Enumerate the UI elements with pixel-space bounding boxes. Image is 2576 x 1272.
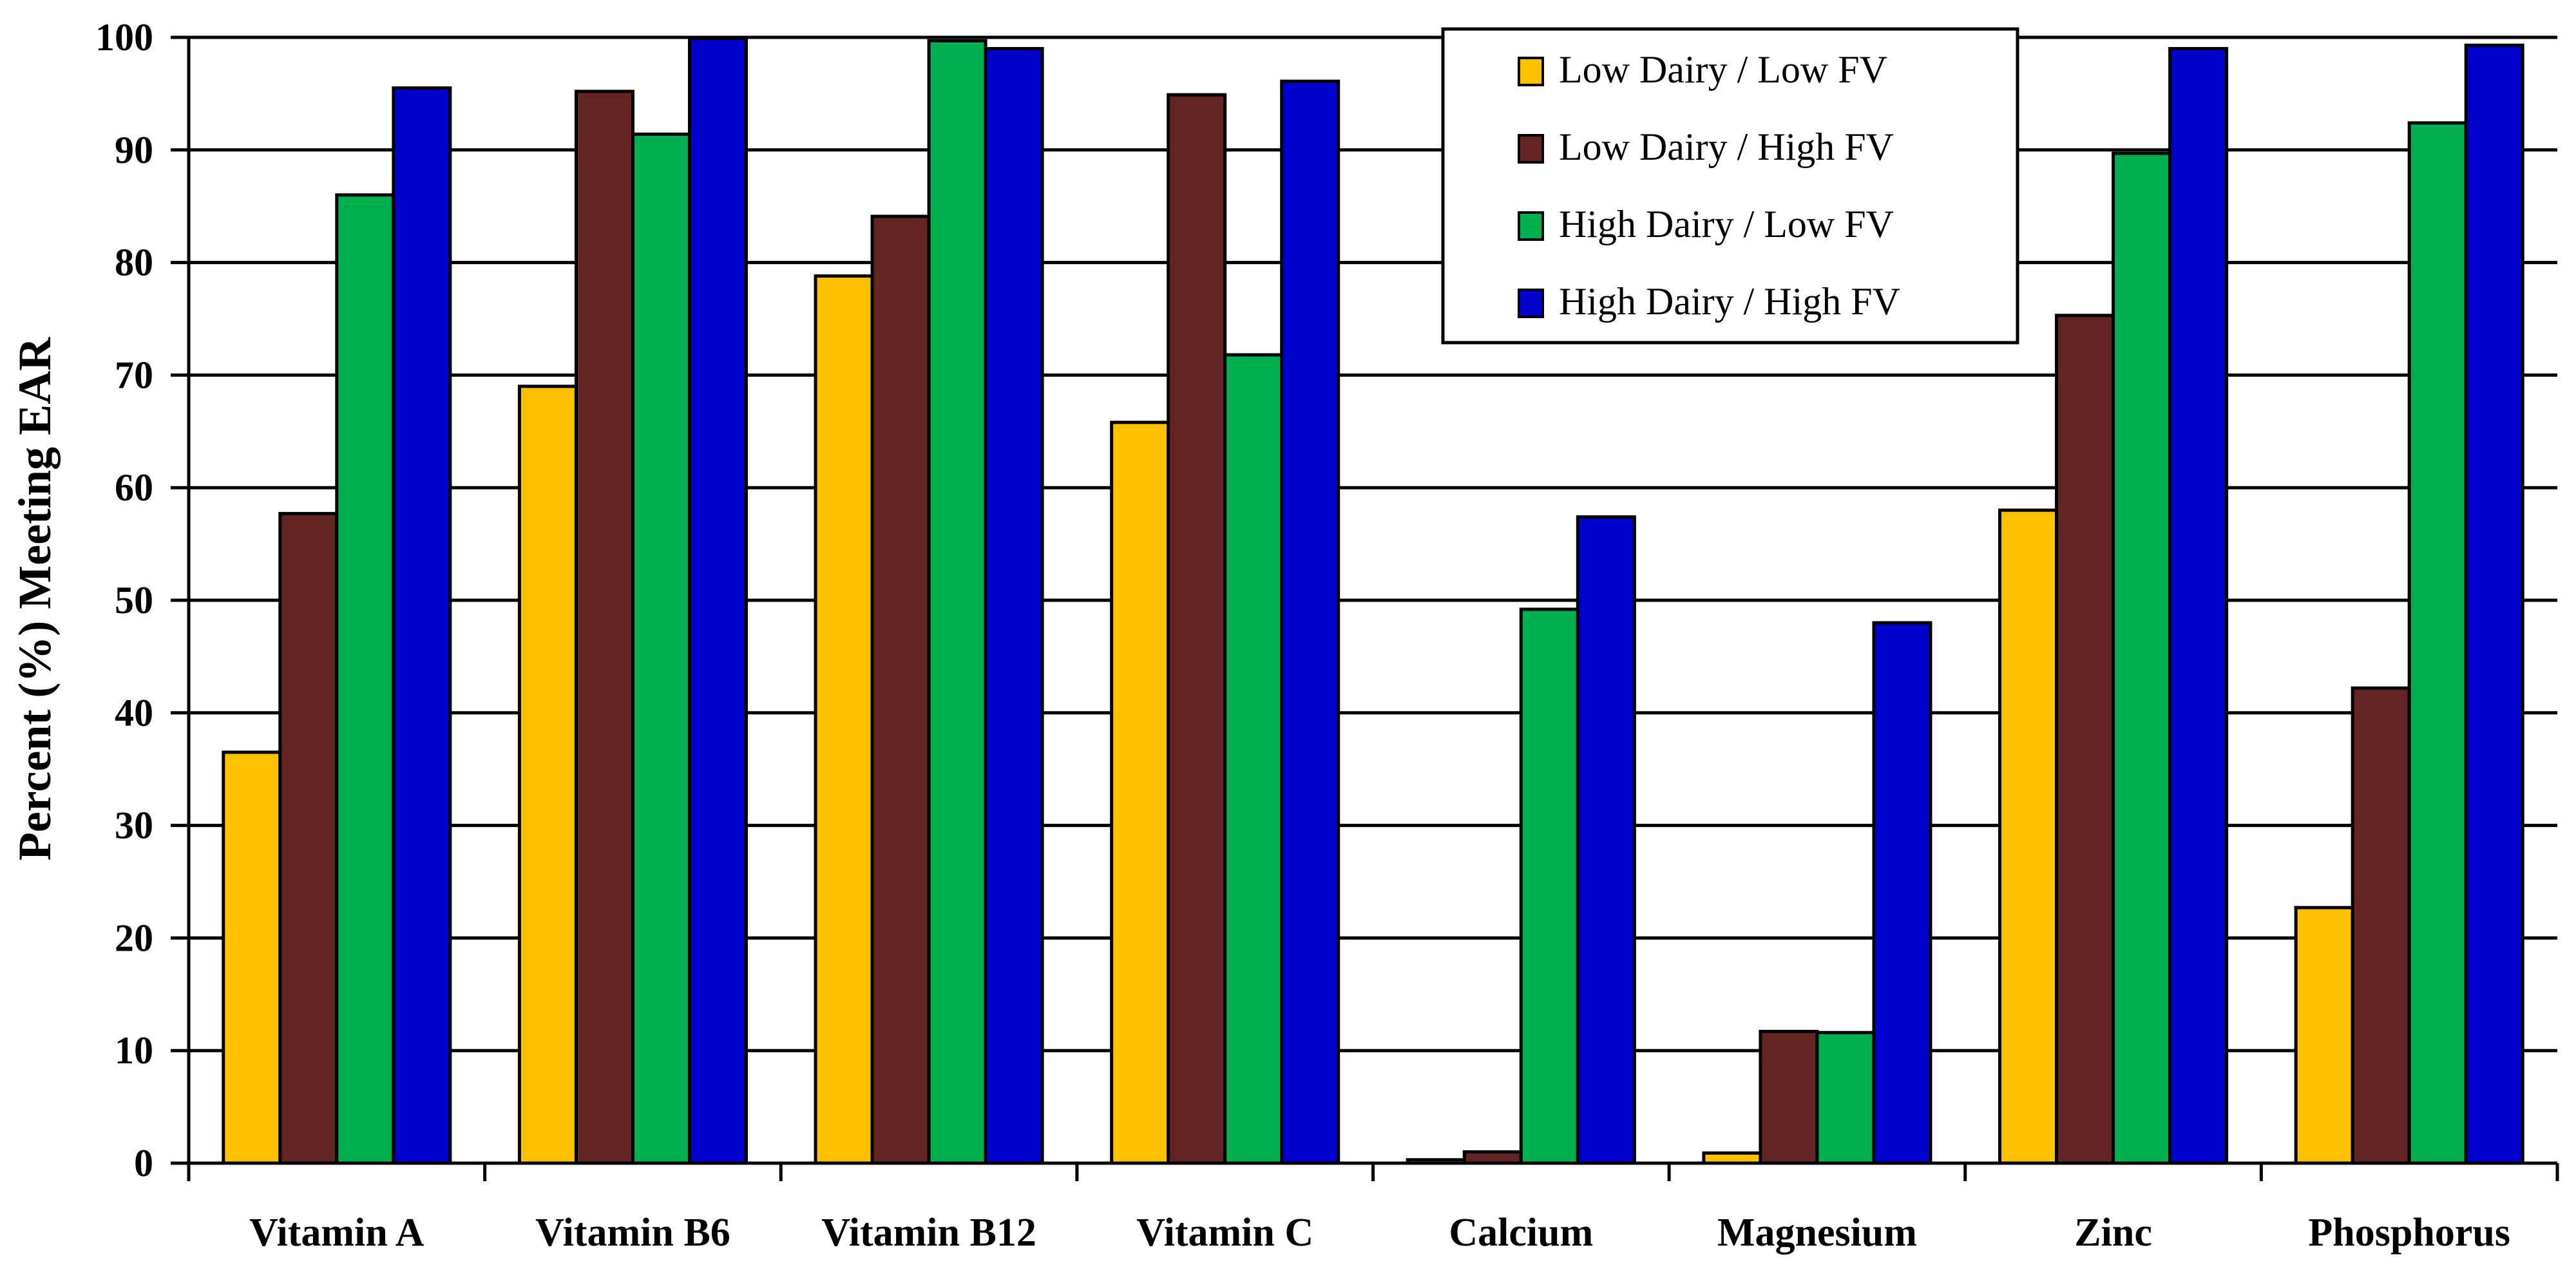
bar bbox=[2055, 314, 2115, 1165]
x-category-label: Phosphorus bbox=[2308, 1211, 2510, 1255]
bar bbox=[687, 37, 748, 1165]
legend: Low Dairy / Low FV Low Dairy / High FV Hig… bbox=[1441, 27, 2019, 345]
bar bbox=[631, 132, 691, 1165]
y-tick-label: 80 bbox=[115, 242, 153, 284]
y-tick-label: 50 bbox=[115, 579, 153, 622]
x-category-label: Vitamin C bbox=[1136, 1211, 1313, 1255]
y-tick-label: 30 bbox=[115, 804, 153, 847]
bar bbox=[2407, 121, 2468, 1165]
bar bbox=[392, 86, 452, 1165]
bar bbox=[1998, 508, 2059, 1165]
bar bbox=[517, 384, 578, 1165]
y-tick-label: 20 bbox=[115, 916, 153, 959]
bar bbox=[1576, 515, 1636, 1165]
y-tick-label: 10 bbox=[115, 1029, 153, 1072]
legend-entry: High Dairy / Low FV bbox=[1559, 203, 1894, 245]
bar bbox=[1223, 353, 1284, 1165]
y-axis-label: Percent (%) Meeting EAR bbox=[9, 337, 61, 860]
legend-entry: High Dairy / High FV bbox=[1559, 280, 1900, 323]
x-category-label: Zinc bbox=[2074, 1211, 2152, 1255]
bar bbox=[870, 214, 931, 1165]
bar bbox=[222, 750, 282, 1165]
bar bbox=[1110, 421, 1170, 1165]
y-tick-label: 40 bbox=[115, 692, 153, 734]
bar bbox=[2112, 151, 2172, 1165]
bar bbox=[927, 39, 987, 1165]
y-tick-label: 60 bbox=[115, 466, 153, 509]
x-category-label: Magnesium bbox=[1717, 1211, 1917, 1255]
legend-swatch bbox=[1518, 289, 1544, 318]
y-tick-label: 90 bbox=[115, 129, 153, 171]
legend-entry: Low Dairy / Low FV bbox=[1559, 48, 1887, 91]
bar bbox=[2168, 46, 2229, 1165]
legend-swatch bbox=[1518, 211, 1544, 241]
legend-entry: Low Dairy / High FV bbox=[1559, 126, 1894, 168]
x-category-label: Calcium bbox=[1449, 1211, 1593, 1255]
y-tick-label: 100 bbox=[95, 16, 153, 59]
bar bbox=[1759, 1029, 1819, 1165]
bar bbox=[1462, 1150, 1523, 1165]
x-category-label: Vitamin B12 bbox=[821, 1211, 1036, 1255]
bar bbox=[2464, 43, 2524, 1165]
bar bbox=[1519, 607, 1579, 1165]
bar bbox=[814, 274, 874, 1165]
bar bbox=[1872, 621, 1932, 1165]
x-category-label: Vitamin A bbox=[249, 1211, 425, 1255]
legend-swatch bbox=[1518, 57, 1544, 86]
bar bbox=[1815, 1030, 1876, 1165]
bar bbox=[984, 46, 1044, 1165]
bar bbox=[2294, 906, 2354, 1165]
bar bbox=[1167, 93, 1227, 1165]
x-category-label: Vitamin B6 bbox=[535, 1211, 730, 1255]
bar bbox=[1280, 79, 1340, 1165]
bar bbox=[2351, 686, 2411, 1165]
bar bbox=[335, 193, 396, 1165]
bar bbox=[574, 90, 634, 1165]
y-tick-label: 0 bbox=[134, 1142, 153, 1184]
bars bbox=[222, 37, 2524, 1165]
legend-swatch bbox=[1518, 134, 1544, 164]
bar bbox=[278, 511, 339, 1165]
y-tick-label: 70 bbox=[115, 354, 153, 396]
axes: 0 10 20 30 40 50 60 70 80 90 100 Vitamin A Vitamin B… bbox=[95, 16, 2559, 1255]
